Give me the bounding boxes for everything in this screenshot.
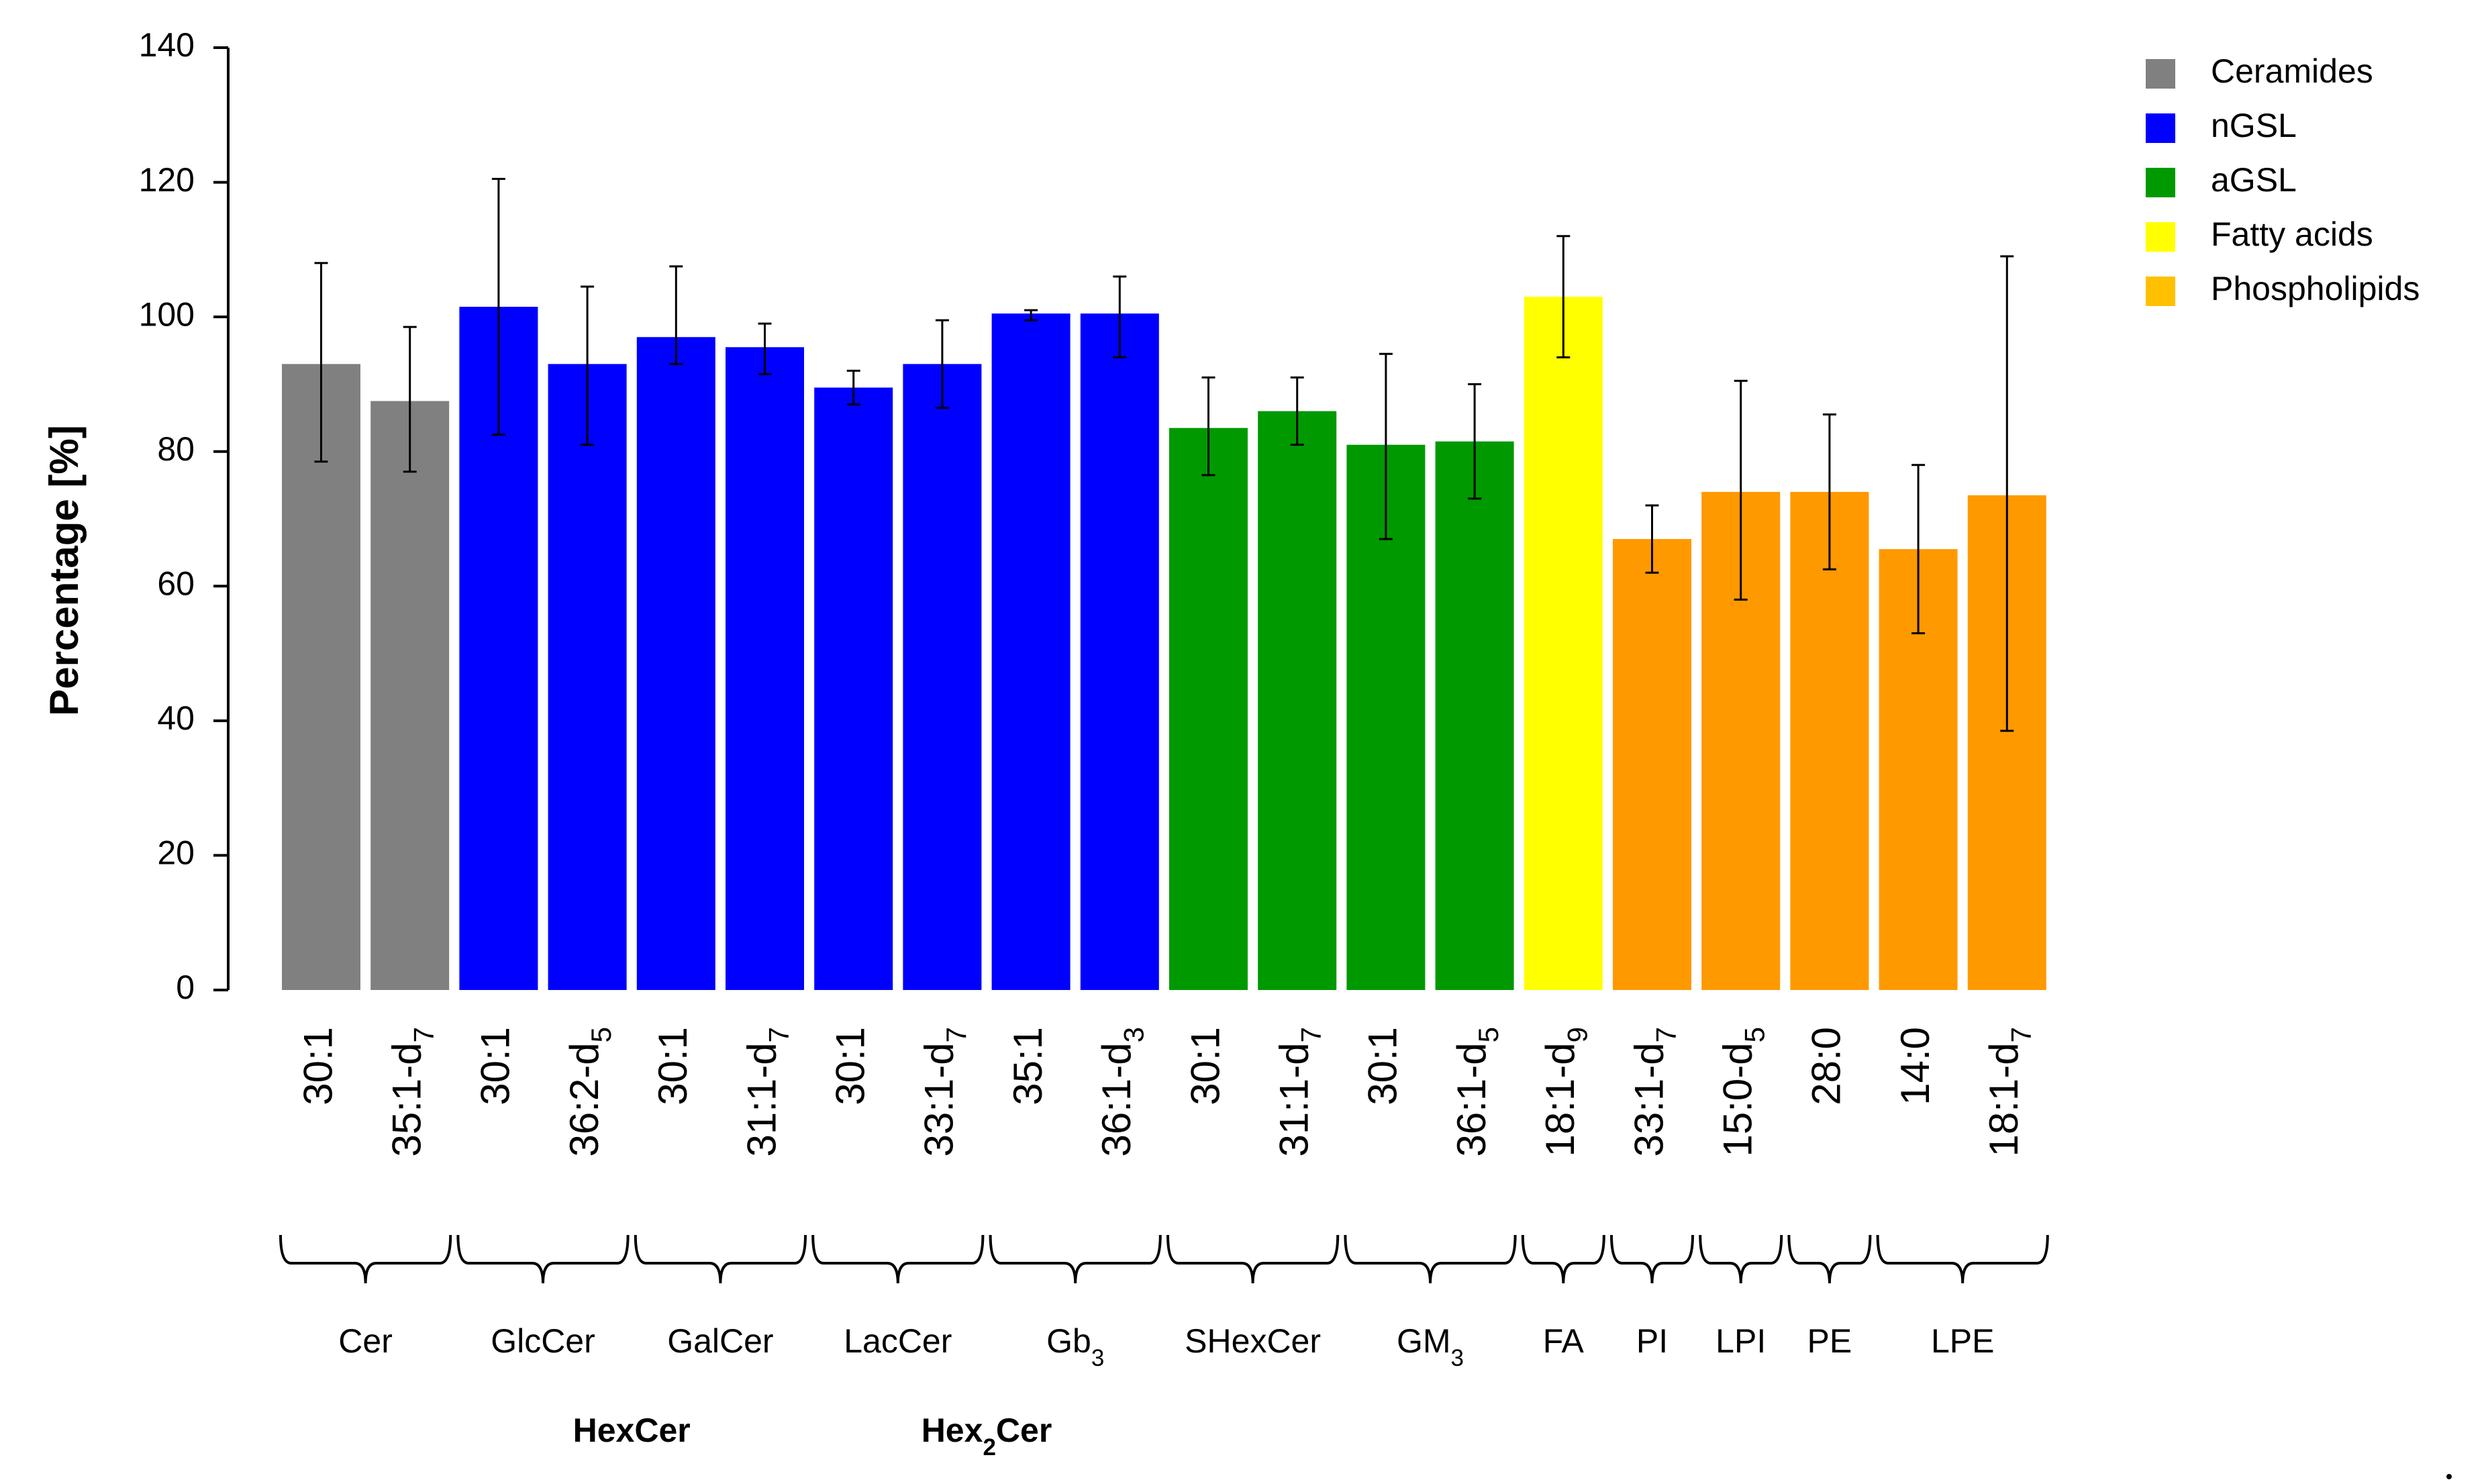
group-label: Cer (338, 1322, 393, 1360)
error-bar (758, 322, 772, 375)
error-bars (314, 178, 2014, 732)
bar (548, 364, 627, 990)
y-tick-label: 120 (139, 161, 195, 199)
error-bar (1024, 309, 1038, 321)
group-brace (1166, 1234, 1340, 1284)
y-tick-label: 140 (139, 26, 195, 64)
legend-swatch (2146, 59, 2175, 89)
bar (1435, 441, 1514, 990)
bar (991, 313, 1071, 991)
group-brace (1699, 1234, 1783, 1284)
group-brace (1521, 1234, 1605, 1284)
legend-label: aGSL (2211, 161, 2297, 199)
bar (726, 347, 804, 990)
y-tick-label: 0 (176, 969, 195, 1006)
group-label: LPE (1931, 1322, 1995, 1360)
error-bar (669, 265, 683, 365)
y-tick-label: 100 (139, 295, 195, 333)
bar (1080, 313, 1159, 991)
bar (636, 337, 715, 990)
error-bar (1290, 376, 1304, 446)
legend: Ceramides nGSL aGSL Fatty acids Phospholipid… (2146, 52, 2420, 307)
x-tick-label: 30:1 (650, 1027, 695, 1105)
legend-swatch (2146, 113, 2175, 143)
y-tick-label: 80 (157, 430, 195, 468)
bar (814, 387, 893, 990)
error-bar (1379, 352, 1393, 540)
error-bar (1113, 275, 1127, 358)
legend-swatch (2146, 168, 2175, 197)
group-brace (634, 1234, 807, 1284)
x-tick-label: 28:0 (1804, 1027, 1849, 1105)
group-brace (811, 1234, 985, 1284)
x-tick-label: 14:0 (1893, 1027, 1938, 1105)
legend-label: Fatty acids (2211, 215, 2373, 253)
group-label: GlcCer (491, 1322, 595, 1360)
y-axis: 0 20 40 60 80 100 120 140 (139, 26, 230, 1006)
error-bar (1201, 376, 1215, 477)
bar (1258, 411, 1337, 990)
group-label: PE (1807, 1322, 1852, 1360)
x-tick-label: 30:1 (473, 1027, 518, 1105)
supergroup-label: HexCer (573, 1412, 691, 1449)
error-bar (491, 178, 505, 436)
error-bar (1468, 383, 1482, 500)
error-bar (314, 262, 328, 463)
error-bar (581, 285, 595, 446)
error-bar (403, 326, 417, 473)
bar (903, 364, 982, 990)
group-brace (1610, 1234, 1694, 1284)
legend-label: Ceramides (2211, 52, 2373, 90)
bar (282, 364, 360, 990)
error-bar (846, 369, 860, 406)
y-axis-title: Percentage [%] (42, 425, 87, 715)
y-tick-label: 20 (157, 834, 195, 872)
x-tick-label: 30:1 (1360, 1027, 1405, 1105)
y-tick-label: 60 (157, 564, 195, 602)
group-label: GalCer (667, 1322, 773, 1360)
error-bar (1734, 379, 1748, 601)
legend-label: nGSL (2211, 107, 2297, 144)
legend-swatch (2146, 277, 2175, 306)
group-label: LacCer (844, 1322, 952, 1360)
bars (282, 297, 2046, 991)
group-brace (279, 1234, 452, 1284)
group-label: FA (1543, 1322, 1585, 1360)
error-bar (1911, 464, 1926, 634)
group-brace (456, 1234, 630, 1284)
error-bar (935, 319, 949, 409)
group-label: LPI (1716, 1322, 1766, 1360)
error-bar (1822, 413, 1836, 571)
bar (1169, 428, 1248, 990)
group-brace (1787, 1234, 1872, 1284)
x-tick-label: 30:1 (1183, 1027, 1228, 1105)
legend-swatch (2146, 222, 2175, 252)
legend-label: Phospholipids (2211, 270, 2420, 307)
error-bar (1645, 504, 1659, 574)
bar (370, 401, 450, 990)
error-bar (2000, 255, 2014, 732)
bar (1524, 297, 1603, 990)
group-brace (989, 1234, 1162, 1284)
group-brace (1344, 1234, 1517, 1284)
x-tick-label: 30:1 (295, 1027, 340, 1105)
bar (1613, 539, 1691, 990)
group-label: PI (1636, 1322, 1668, 1360)
group-label: SHexCer (1185, 1322, 1321, 1360)
x-tick-label: 30:1 (828, 1027, 873, 1105)
error-bar (1556, 235, 1571, 358)
group-brace (1876, 1234, 2049, 1284)
corner-dot-mark (2446, 1474, 2452, 1479)
bar (1790, 491, 1869, 990)
y-tick-label: 40 (157, 699, 195, 737)
x-tick-label: 35:1 (1005, 1027, 1050, 1105)
